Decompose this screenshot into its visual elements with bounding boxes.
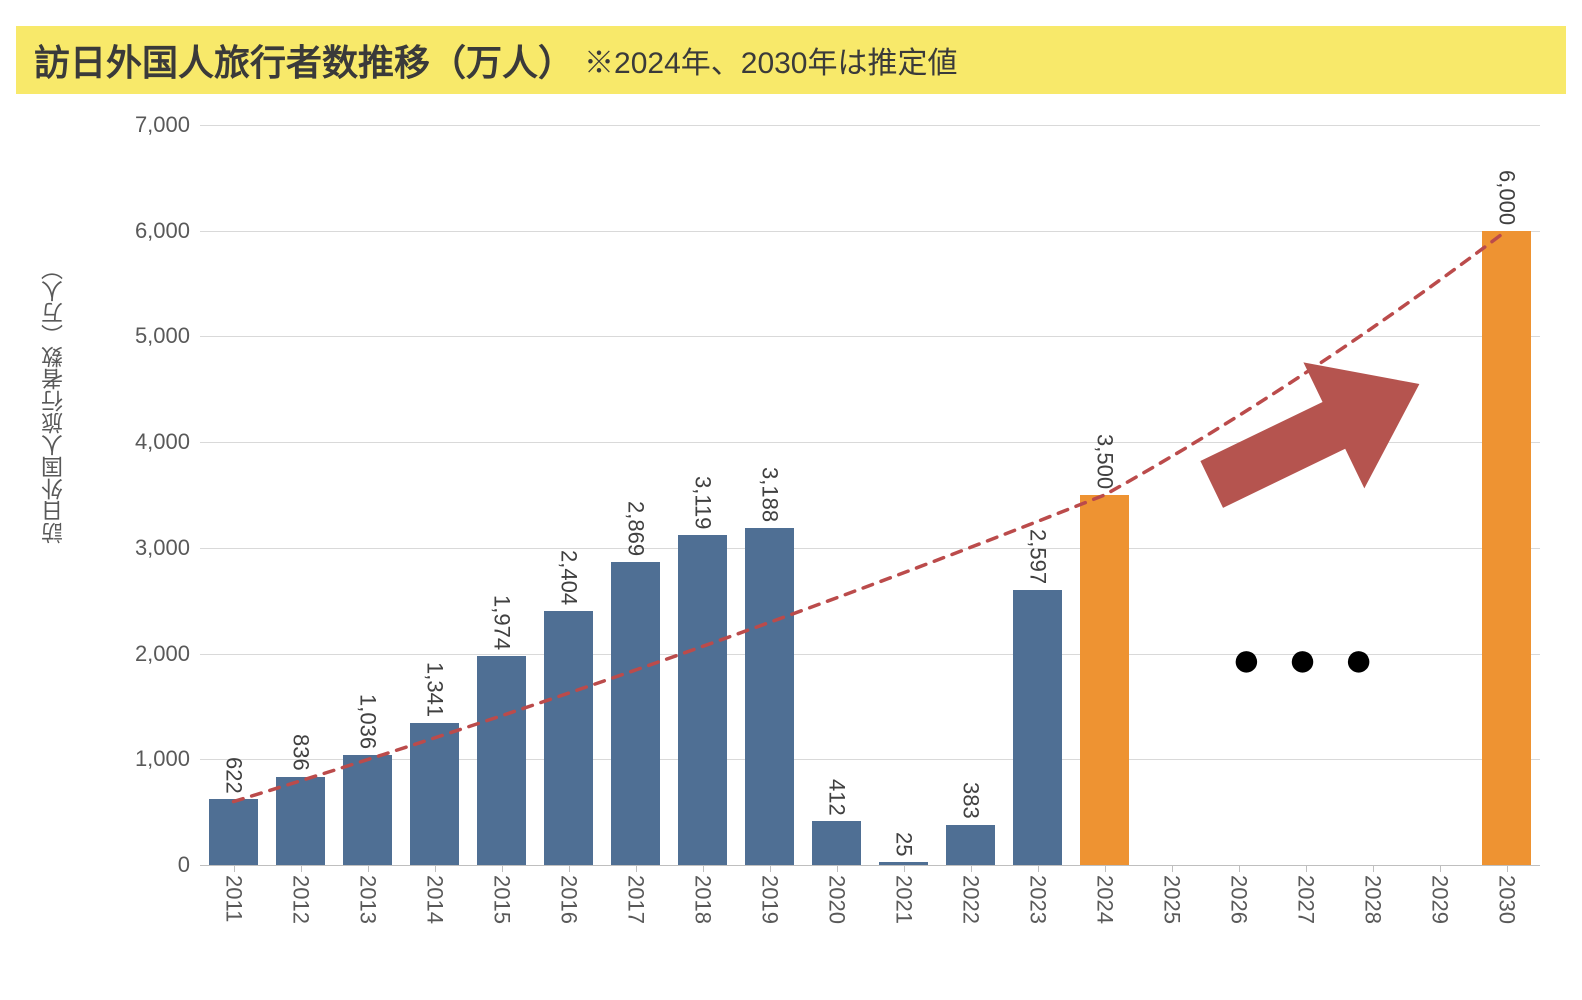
bar-value-label: 3,500 xyxy=(1092,434,1118,489)
gridline xyxy=(200,548,1540,549)
x-tick-label: 2023 xyxy=(1025,875,1051,924)
y-tick-label: 4,000 xyxy=(135,429,190,455)
x-tick-label: 2014 xyxy=(422,875,448,924)
bar xyxy=(1080,495,1128,865)
x-tick-mark xyxy=(1172,865,1173,872)
x-tick-label: 2022 xyxy=(958,875,984,924)
bar-value-label: 6,000 xyxy=(1494,170,1520,225)
y-tick-label: 2,000 xyxy=(135,641,190,667)
chart-title-main: 訪日外国人旅行者数推移（万人） xyxy=(34,34,574,86)
bar-value-label: 2,404 xyxy=(556,550,582,605)
y-tick-label: 7,000 xyxy=(135,112,190,138)
x-tick-mark xyxy=(1239,865,1240,872)
chart-area: 訪日外国人旅行者数（万人） 01,0002,0003,0004,0005,000… xyxy=(0,100,1582,1000)
gridline xyxy=(200,125,1540,126)
bar-value-label: 25 xyxy=(891,832,917,856)
x-tick-label: 2021 xyxy=(891,875,917,924)
x-tick-mark xyxy=(301,865,302,872)
x-tick-label: 2020 xyxy=(824,875,850,924)
x-tick-mark xyxy=(569,865,570,872)
bar xyxy=(1013,590,1061,865)
x-tick-mark xyxy=(1038,865,1039,872)
bar-value-label: 412 xyxy=(824,779,850,816)
bar xyxy=(946,825,994,865)
x-tick-mark xyxy=(368,865,369,872)
bar xyxy=(410,723,458,865)
bar xyxy=(343,755,391,865)
x-tick-label: 2027 xyxy=(1293,875,1319,924)
x-tick-mark xyxy=(234,865,235,872)
bar xyxy=(276,777,324,865)
y-tick-label: 1,000 xyxy=(135,746,190,772)
bar-value-label: 383 xyxy=(958,782,984,819)
bar-value-label: 1,974 xyxy=(489,595,515,650)
y-tick-label: 6,000 xyxy=(135,218,190,244)
bar-value-label: 1,341 xyxy=(422,662,448,717)
gridline xyxy=(200,759,1540,760)
chart-title-sub: ※2024年、2030年は推定値 xyxy=(584,38,957,82)
bar xyxy=(745,528,793,865)
x-tick-label: 2012 xyxy=(288,875,314,924)
x-tick-label: 2025 xyxy=(1159,875,1185,924)
bar xyxy=(879,862,927,865)
bar xyxy=(678,535,726,865)
x-tick-mark xyxy=(971,865,972,872)
y-tick-label: 3,000 xyxy=(135,535,190,561)
gridline xyxy=(200,231,1540,232)
bar xyxy=(1482,231,1530,865)
x-tick-mark xyxy=(1373,865,1374,872)
plot-region: 01,0002,0003,0004,0005,0006,0007,0002011… xyxy=(200,125,1540,865)
x-tick-mark xyxy=(837,865,838,872)
x-tick-mark xyxy=(1105,865,1106,872)
bar xyxy=(544,611,592,865)
y-tick-label: 0 xyxy=(178,852,190,878)
x-tick-label: 2026 xyxy=(1226,875,1252,924)
bar-value-label: 3,188 xyxy=(757,467,783,522)
x-tick-mark xyxy=(435,865,436,872)
gridline xyxy=(200,336,1540,337)
bar-value-label: 3,119 xyxy=(690,476,716,529)
bar-value-label: 2,869 xyxy=(623,501,649,556)
x-tick-mark xyxy=(770,865,771,872)
x-tick-label: 2013 xyxy=(355,875,381,924)
gridline xyxy=(200,442,1540,443)
x-tick-label: 2016 xyxy=(556,875,582,924)
bar-value-label: 1,036 xyxy=(355,694,381,749)
x-tick-label: 2011 xyxy=(221,875,247,922)
x-tick-mark xyxy=(502,865,503,872)
bar xyxy=(812,821,860,865)
x-tick-label: 2019 xyxy=(757,875,783,924)
x-tick-mark xyxy=(1306,865,1307,872)
ellipsis-dots: ● ● ● xyxy=(1231,630,1379,688)
x-tick-mark xyxy=(636,865,637,872)
x-tick-label: 2024 xyxy=(1092,875,1118,924)
x-tick-mark xyxy=(904,865,905,872)
y-tick-label: 5,000 xyxy=(135,323,190,349)
x-tick-label: 2015 xyxy=(489,875,515,924)
bar xyxy=(477,656,525,865)
x-tick-label: 2029 xyxy=(1427,875,1453,924)
x-tick-label: 2017 xyxy=(623,875,649,924)
x-tick-mark xyxy=(703,865,704,872)
y-axis-label: 訪日外国人旅行者数（万人） xyxy=(38,258,70,544)
bar-value-label: 836 xyxy=(288,734,314,771)
x-tick-label: 2030 xyxy=(1494,875,1520,924)
bar xyxy=(209,799,257,865)
chart-title-bar: 訪日外国人旅行者数推移（万人） ※2024年、2030年は推定値 xyxy=(16,26,1566,94)
bar-value-label: 622 xyxy=(221,757,247,794)
x-tick-mark xyxy=(1440,865,1441,872)
x-tick-label: 2018 xyxy=(690,875,716,924)
x-axis-line xyxy=(200,865,1540,866)
x-tick-mark xyxy=(1507,865,1508,872)
bar xyxy=(611,562,659,865)
bar-value-label: 2,597 xyxy=(1025,529,1051,584)
x-tick-label: 2028 xyxy=(1360,875,1386,924)
